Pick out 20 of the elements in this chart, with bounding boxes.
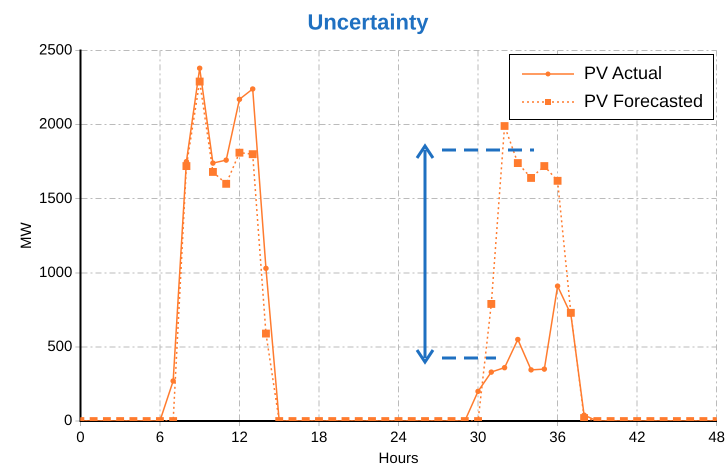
y-tick-label: 1500	[38, 190, 72, 207]
y-tick-label: 1000	[38, 264, 72, 281]
x-tick-label: 6	[156, 429, 164, 446]
x-axis-title: Hours	[378, 450, 419, 468]
legend-label: PV Actual	[584, 63, 662, 83]
y-axis-title: MW	[18, 222, 36, 250]
x-tick-label: 30	[470, 429, 486, 446]
legend-label: PV Forecasted	[584, 91, 703, 111]
x-tick-label: 36	[549, 429, 566, 446]
y-tick-label: 2000	[38, 116, 72, 133]
x-tick-label: 48	[708, 429, 725, 446]
x-tick-label: 24	[390, 429, 407, 446]
x-tick-label: 42	[628, 429, 646, 446]
y-tick-label: 500	[47, 338, 72, 356]
x-tick-label: 18	[310, 429, 328, 446]
chart-title: Uncertainty	[307, 9, 430, 34]
x-tick-label: 12	[231, 429, 248, 446]
x-tick-label: 0	[76, 429, 85, 446]
y-tick-label: 0	[64, 412, 72, 430]
y-tick-label: 2500	[38, 42, 72, 59]
